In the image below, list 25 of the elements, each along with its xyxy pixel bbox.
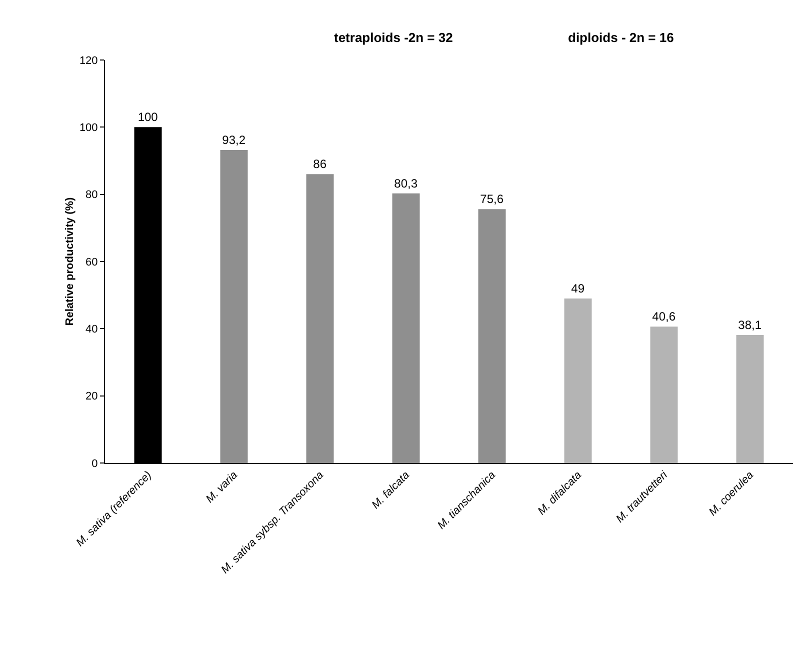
y-tick-label: 120 <box>79 54 98 67</box>
data-label: 86 <box>313 157 327 172</box>
data-label: 100 <box>138 110 158 124</box>
y-tick-label: 60 <box>86 256 98 268</box>
text: tetraploids -2n = 32 <box>334 30 453 45</box>
data-label: 80,3 <box>394 176 418 190</box>
bar <box>478 209 506 463</box>
text: diploids - 2n = 16 <box>568 30 674 45</box>
bar <box>220 150 248 463</box>
bar <box>392 193 420 463</box>
y-tick-label: 40 <box>86 324 98 336</box>
y-tick-label: 100 <box>79 122 98 134</box>
bar <box>564 298 592 463</box>
y-axis-title: Relative productivity (%) <box>64 196 76 326</box>
data-label: 93,2 <box>222 133 246 147</box>
data-label: 40,6 <box>652 310 676 324</box>
data-label: 38,1 <box>738 318 762 332</box>
data-label: 49 <box>571 281 585 296</box>
y-tick-label: 0 <box>92 458 98 470</box>
data-label: 75,6 <box>480 192 504 206</box>
bar <box>650 326 678 463</box>
y-tick-label: 20 <box>86 390 98 403</box>
y-tick-label: 80 <box>86 189 98 202</box>
bar <box>736 335 764 463</box>
bar <box>306 174 334 463</box>
